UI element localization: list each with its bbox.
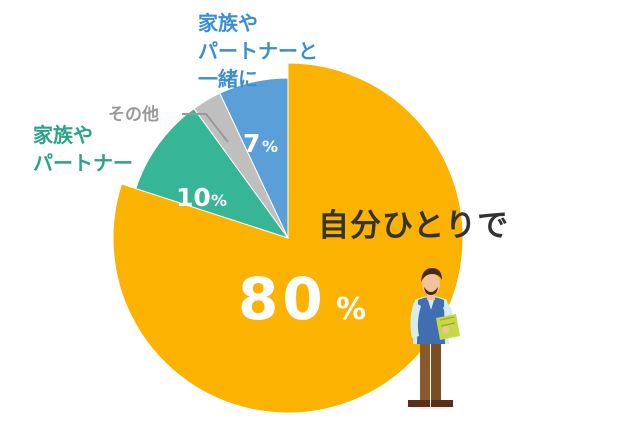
slice-label-family-line1: 家族や [33, 123, 93, 147]
pie-slice-1 [135, 107, 290, 239]
standing-man-holding-notebook-icon [407, 268, 460, 409]
slice-value-together: 7 [243, 129, 260, 158]
slice-unit-alone: % [336, 292, 366, 327]
slice-unit-together: % [262, 137, 278, 156]
slice-label-together-line2: パートナーと [198, 39, 318, 63]
slice-label-together-line3: 一緒に [198, 67, 258, 91]
leader-line-other [182, 113, 229, 143]
pie-slices [112, 62, 464, 414]
slice-label-together-line1: 家族や [198, 11, 258, 35]
pie-slice-3 [219, 77, 289, 239]
slice-value-alone: 80 [238, 265, 327, 333]
slice-label-other: その他 [108, 104, 159, 125]
slice-value-family: 10 [176, 183, 211, 212]
slice-unit-family: % [211, 191, 227, 210]
slice-label-family-line2: パートナー [33, 151, 133, 175]
slice-label-alone: 自分ひとりで [318, 208, 509, 244]
